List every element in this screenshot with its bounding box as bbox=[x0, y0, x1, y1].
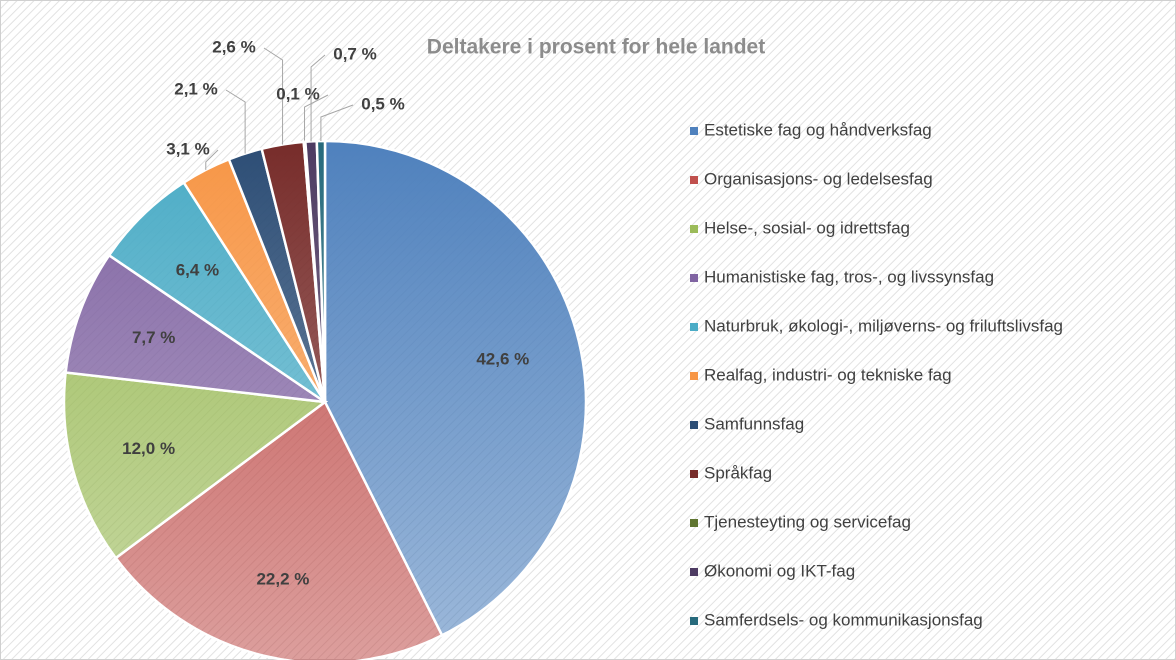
legend-swatch bbox=[690, 519, 698, 527]
leader-line bbox=[205, 149, 219, 170]
legend-label: Realfag, industri- og tekniske fag bbox=[704, 365, 952, 384]
legend-swatch bbox=[690, 176, 698, 184]
legend-swatch bbox=[690, 323, 698, 331]
legend-swatch bbox=[690, 470, 698, 478]
legend-label: Samferdsels- og kommunikasjonsfag bbox=[704, 610, 983, 629]
data-label: 0,1 % bbox=[276, 84, 319, 103]
data-label: 2,6 % bbox=[212, 37, 255, 56]
legend-label: Estetiske fag og håndverksfag bbox=[704, 120, 932, 139]
leader-line bbox=[304, 94, 329, 142]
leader-line bbox=[263, 47, 284, 145]
data-label: 0,5 % bbox=[361, 94, 404, 113]
leader-line bbox=[320, 104, 354, 142]
legend-label: Naturbruk, økologi-, miljøverns- og fril… bbox=[704, 316, 1063, 335]
legend-swatch bbox=[690, 127, 698, 135]
data-label: 0,7 % bbox=[333, 44, 376, 63]
legend-label: Helse-, sosial- og idrettsfag bbox=[704, 218, 910, 237]
legend-swatch bbox=[690, 421, 698, 429]
legend-label: Økonomi og IKT-fag bbox=[704, 561, 855, 580]
data-label: 12,0 % bbox=[122, 439, 175, 458]
data-label: 42,6 % bbox=[476, 349, 529, 368]
legend-swatch bbox=[690, 617, 698, 625]
pie-slice bbox=[64, 253, 326, 404]
legend-label: Tjenesteyting og servicefag bbox=[704, 512, 911, 531]
legend-label: Språkfag bbox=[704, 463, 772, 482]
pie-slice bbox=[323, 139, 588, 637]
data-label: 7,7 % bbox=[132, 328, 175, 347]
pie-slice bbox=[315, 139, 327, 403]
legend-label: Humanistiske fag, tros-, og livssynsfag bbox=[704, 267, 994, 286]
legend-label: Samfunnsfag bbox=[704, 414, 804, 433]
pie-slice bbox=[62, 371, 329, 560]
legend-swatch bbox=[690, 225, 698, 233]
pie-slice bbox=[114, 400, 444, 660]
leader-line bbox=[225, 89, 246, 154]
data-label: 2,1 % bbox=[174, 79, 217, 98]
legend-label: Organisasjons- og ledelsesfag bbox=[704, 169, 933, 188]
legend-swatch bbox=[690, 568, 698, 576]
data-label: 22,2 % bbox=[256, 569, 309, 588]
legend-swatch bbox=[690, 372, 698, 380]
data-label: 6,4 % bbox=[176, 261, 219, 280]
leader-line bbox=[310, 54, 326, 142]
chart-title: Deltakere i prosent for hele landet bbox=[427, 36, 765, 59]
data-label: 3,1 % bbox=[166, 139, 209, 158]
legend-swatch bbox=[690, 274, 698, 282]
